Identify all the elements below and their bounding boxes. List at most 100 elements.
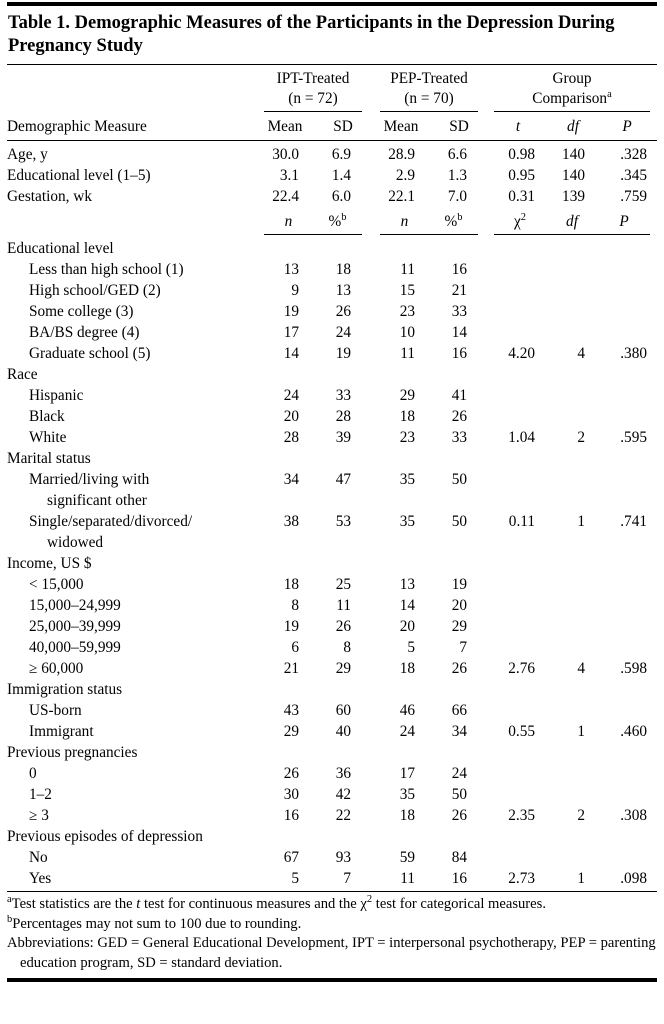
cell: 33 [451,303,467,320]
footnote-a-marker: a [607,88,612,100]
row-label: ≥ 60,000 [29,660,84,677]
cell [549,259,597,280]
group-pep-label: PEP-Treated [390,70,468,87]
cell: 14 [399,597,415,614]
cell [597,616,657,637]
row-label: Gestation, wk [7,188,92,205]
section-row: Income, US $ [7,553,657,574]
cell: 28 [283,429,299,446]
cell [597,469,657,511]
cell [597,280,657,301]
cell: 19 [335,345,351,362]
cell: 21 [283,660,299,677]
row-label: Graduate school (5) [29,345,151,362]
cell: .380 [620,345,647,362]
table-row: US-born 43 60 46 66 [7,700,657,721]
cell: 16 [451,345,467,362]
cell: 20 [451,597,467,614]
cell: 24 [451,765,467,782]
row-label: BA/BS degree (4) [29,324,140,341]
cell: 50 [451,471,467,488]
cell: 66 [451,702,467,719]
cell: 1 [577,870,585,887]
cell: 6 [291,639,299,656]
cell: 7 [459,639,467,656]
col-header-t: t [487,112,549,141]
group-ipt-header: IPT-Treated (n = 72) [255,65,371,112]
cat-header-ipt: n %b [255,207,371,235]
cell: 22.1 [388,188,415,205]
row-label: < 15,000 [29,576,84,593]
cell [549,616,597,637]
cell: 93 [335,849,351,866]
table-row: Yes 5 7 11 16 2.73 1 .098 [7,868,657,889]
cell: 19 [283,303,299,320]
cell: 42 [335,786,351,803]
table-row: Married/living with significant other 34… [7,469,657,511]
col-header-mean-pep: Mean [371,112,431,141]
cell: 8 [291,597,299,614]
cell: 47 [335,471,351,488]
cell: 21 [451,282,467,299]
cell [597,406,657,427]
cat-header-n-pep: n [400,213,409,230]
section-label: Previous episodes of depression [7,828,203,845]
table-row: Some college (3) 19 26 23 33 [7,301,657,322]
spacer-cell [7,65,255,112]
cell: 2.35 [508,807,535,824]
cell: 17 [399,765,415,782]
cell: 14 [451,324,467,341]
cell: 0.31 [508,188,535,205]
cell: 26 [451,807,467,824]
section-row: Race [7,364,657,385]
row-label: 15,000–24,999 [29,597,121,614]
cell: 26 [335,303,351,320]
cell [597,847,657,868]
cell: 10 [399,324,415,341]
top-rule [7,2,657,6]
cell [487,301,549,322]
table-row: Educational level (1–5) 3.1 1.4 2.9 1.3 … [7,165,657,186]
col-header-df: df [549,112,597,141]
cell [487,595,549,616]
cat-header-row: n %b n %b χ2 df P [7,207,657,235]
cell: 84 [451,849,467,866]
cell: 67 [283,849,299,866]
cell: 0.98 [508,146,535,163]
row-label: White [29,429,67,446]
cell: 13 [283,261,299,278]
cell: 24 [283,387,299,404]
cell: 23 [399,303,415,320]
cat-header-chi: χ2 [513,211,527,230]
group-comparison-label2: Comparison [532,90,608,107]
cell: 35 [399,513,415,530]
cell: 29 [451,618,467,635]
cell [487,385,549,406]
cell [487,700,549,721]
cell [487,469,549,511]
cell: 43 [283,702,299,719]
table-row: Gestation, wk 22.4 6.0 22.1 7.0 0.31 139… [7,186,657,207]
cell: .741 [620,513,647,530]
cell: 50 [451,513,467,530]
cell: 40 [335,723,351,740]
cell: 17 [283,324,299,341]
group-pep-header: PEP-Treated (n = 70) [371,65,487,112]
cell [549,595,597,616]
table-row: No 67 93 59 84 [7,847,657,868]
cell: 7.0 [447,188,467,205]
cell: 1.4 [331,167,351,184]
cell: 4 [577,345,585,362]
section-label: Previous pregnancies [7,744,138,761]
cell [549,763,597,784]
cell: 18 [399,807,415,824]
col-header-sd-pep: SD [431,112,487,141]
cell [597,763,657,784]
cell [597,574,657,595]
body-footnote-rule [7,891,657,892]
cell: 139 [562,188,585,205]
cell: 2 [577,807,585,824]
cell: 19 [283,618,299,635]
cell [487,322,549,343]
